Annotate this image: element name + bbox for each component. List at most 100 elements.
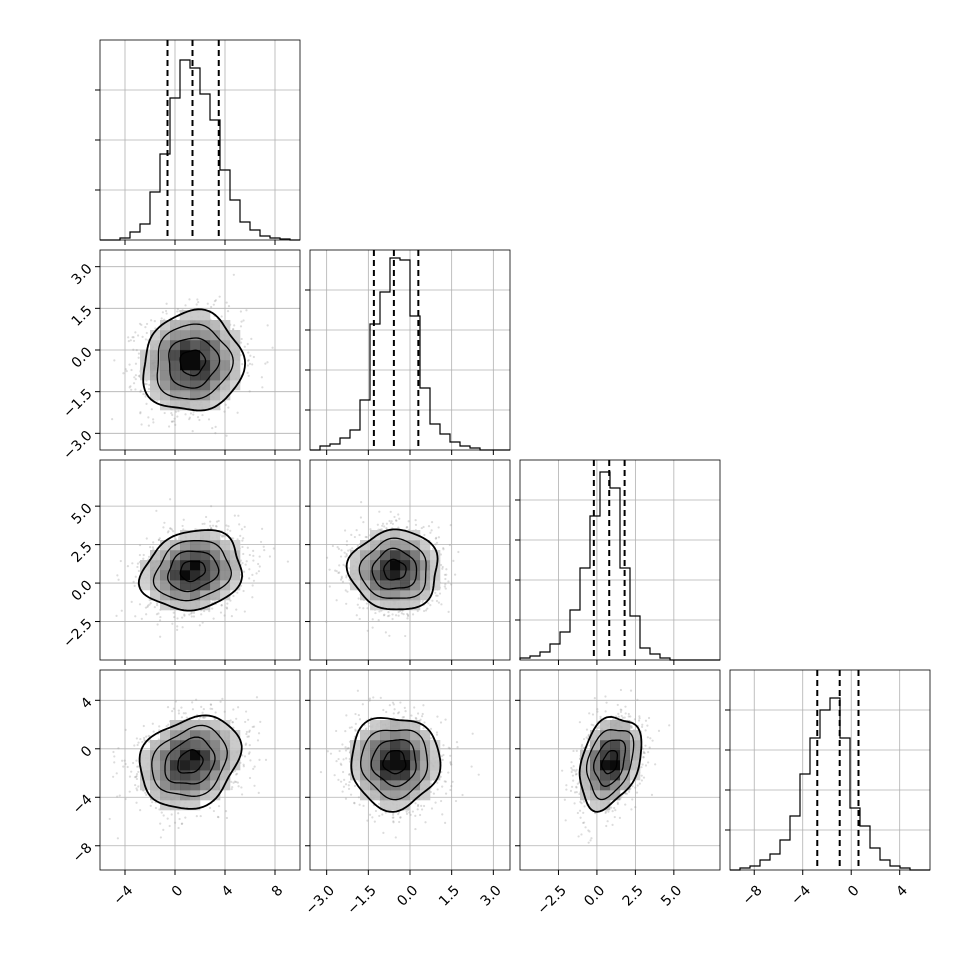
scatter-point [426, 607, 429, 610]
scatter-point [339, 762, 342, 765]
y-tick-label: −8 [70, 840, 96, 866]
scatter-point [583, 805, 586, 808]
density-cell [200, 600, 211, 611]
density-cell [230, 580, 241, 591]
density-cell [160, 780, 171, 791]
scatter-point [580, 748, 583, 751]
scatter-point [613, 806, 616, 810]
scatter-point [158, 619, 162, 622]
scatter-point [356, 603, 359, 606]
scatter-point [248, 776, 252, 780]
scatter-point [236, 781, 239, 784]
density-cell [220, 320, 231, 331]
scatter-point [162, 814, 165, 817]
scatter-point [135, 759, 138, 762]
density-cell [360, 590, 371, 601]
density-cell [190, 320, 201, 331]
scatter-point [570, 770, 573, 774]
scatter-point [624, 792, 627, 795]
scatter-point [209, 520, 212, 523]
density-cell [200, 750, 211, 761]
scatter-point [249, 759, 252, 762]
scatter-point [604, 810, 608, 813]
scatter-point [374, 809, 378, 813]
scatter-point [451, 780, 454, 783]
scatter-point [211, 524, 215, 527]
scatter-point [354, 722, 357, 725]
scatter-point [435, 733, 439, 736]
scatter-point [155, 509, 158, 512]
density-cell [390, 540, 401, 551]
scatter-point [350, 533, 353, 536]
density-cell [600, 780, 611, 791]
contour-line [138, 714, 243, 810]
density-cell [150, 330, 161, 341]
scatter-point [188, 418, 191, 421]
scatter-point [196, 416, 200, 419]
scatter-point [220, 315, 223, 318]
scatter-point [177, 709, 180, 712]
contour-line [600, 749, 619, 775]
scatter-point [607, 810, 610, 813]
scatter-point [344, 749, 348, 752]
density-cell [390, 530, 401, 541]
scatter-point [256, 739, 260, 742]
scatter-point [383, 613, 386, 616]
scatter-point [231, 721, 234, 724]
density-cell [180, 350, 191, 361]
scatter-point [437, 536, 441, 539]
scatter-point [209, 703, 212, 706]
scatter-point [255, 696, 259, 699]
scatter-point [575, 785, 578, 788]
scatter-point [162, 526, 165, 529]
scatter-point [155, 602, 159, 605]
density-cell [220, 720, 231, 731]
scatter-point [237, 514, 240, 517]
scatter-point [137, 785, 140, 788]
density-cell [610, 750, 621, 761]
scatter-point [151, 801, 154, 804]
density-cell [180, 360, 191, 371]
density-cell [220, 730, 231, 741]
scatter-point [226, 528, 229, 531]
scatter-point [217, 519, 220, 523]
scatter-point [115, 772, 118, 775]
density-cell [190, 600, 201, 611]
scatter-point [133, 776, 137, 779]
contour-lines [345, 528, 439, 611]
density-cell [170, 780, 181, 791]
scatter-point [361, 703, 364, 706]
scatter-point [141, 335, 144, 338]
density-cell [430, 760, 441, 771]
x-tick-label: −8 [740, 883, 766, 909]
density-cell [400, 750, 411, 761]
scatter-point [325, 620, 328, 623]
scatter-point [565, 784, 568, 787]
scatter-point [440, 603, 443, 606]
scatter-point [172, 530, 175, 533]
scatter-point [326, 750, 329, 753]
panel-content [111, 273, 274, 437]
scatter-point [344, 746, 347, 749]
scatter-point [620, 795, 623, 798]
density-cell [360, 540, 371, 551]
density-cell [390, 750, 401, 761]
density-cell [170, 760, 181, 771]
scatter-point [444, 587, 447, 590]
scatter-point [138, 603, 142, 606]
scatter-point [217, 816, 220, 819]
scatter-point [413, 706, 416, 709]
scatter-point [173, 615, 176, 619]
scatter-point [621, 716, 624, 719]
scatter-point [579, 800, 582, 803]
scatter-point [129, 339, 132, 342]
scatter-point [237, 785, 240, 788]
scatter-point [191, 430, 194, 433]
y-tick-label: 0.0 [69, 344, 96, 371]
scatter-point [397, 513, 400, 516]
scatter-point [455, 741, 459, 744]
contour-line [358, 537, 427, 599]
scatter-point [397, 811, 400, 814]
scatter-point [147, 387, 151, 391]
